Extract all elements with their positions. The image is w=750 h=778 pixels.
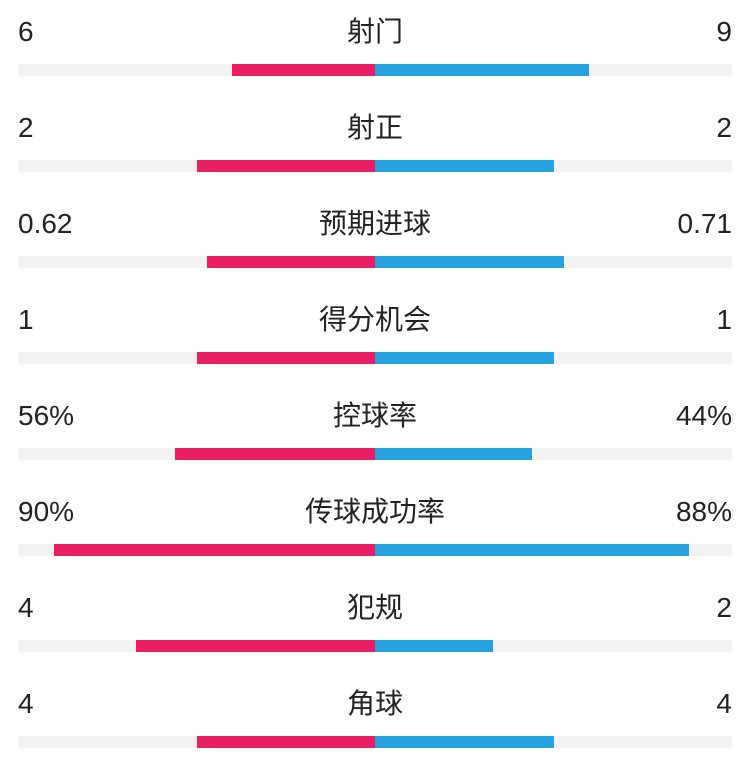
stat-row: 56%控球率44% [18,394,732,460]
stat-title: 犯规 [78,586,672,626]
stat-bar-right-half [375,352,732,364]
stat-bar-left-half [18,448,375,460]
stat-labels: 2射正2 [18,106,732,146]
stat-bar-right-half [375,160,732,172]
stat-right-value: 4 [672,688,732,720]
stat-labels: 4角球4 [18,682,732,722]
stat-bar-left-half [18,544,375,556]
stat-left-value: 0.62 [18,208,78,240]
stat-left-value: 1 [18,304,78,336]
stat-bar-left-half [18,256,375,268]
stat-labels: 6射门9 [18,10,732,50]
stat-bar-track [18,256,732,268]
stat-bar-left-half [18,64,375,76]
stat-left-value: 4 [18,688,78,720]
stat-title: 角球 [78,682,672,722]
stat-bar-right-fill [375,352,554,364]
stat-right-value: 2 [672,112,732,144]
stat-labels: 90%传球成功率88% [18,490,732,530]
stat-labels: 4犯规2 [18,586,732,626]
stat-right-value: 88% [672,496,732,528]
stat-left-value: 90% [18,496,78,528]
stat-bar-left-half [18,640,375,652]
stat-bar-track [18,352,732,364]
stat-row: 4犯规2 [18,586,732,652]
stat-bar-right-fill [375,544,689,556]
stat-row: 1得分机会1 [18,298,732,364]
stat-bar-track [18,544,732,556]
stat-bar-right-half [375,448,732,460]
stat-left-value: 56% [18,400,78,432]
stat-bar-track [18,640,732,652]
stat-title: 控球率 [78,394,672,434]
stat-bar-track [18,64,732,76]
stat-bar-left-fill [197,736,376,748]
stat-bar-right-fill [375,736,554,748]
stat-title: 传球成功率 [78,490,672,530]
stat-labels: 0.62预期进球0.71 [18,202,732,242]
stat-bar-left-half [18,160,375,172]
stat-bar-right-fill [375,64,589,76]
stat-bar-left-fill [175,448,375,460]
stat-left-value: 6 [18,16,78,48]
stat-bar-right-fill [375,640,493,652]
stat-title: 射门 [78,10,672,50]
stat-bar-left-half [18,352,375,364]
stat-title: 预期进球 [78,202,672,242]
stat-labels: 1得分机会1 [18,298,732,338]
stat-bar-left-half [18,736,375,748]
stat-bar-right-half [375,544,732,556]
stat-bar-track [18,736,732,748]
stat-row: 6射门9 [18,10,732,76]
stat-row: 4角球4 [18,682,732,748]
stat-bar-left-fill [207,256,375,268]
stat-bar-right-half [375,640,732,652]
stat-bar-left-fill [197,352,376,364]
stat-right-value: 9 [672,16,732,48]
stat-row: 0.62预期进球0.71 [18,202,732,268]
stat-right-value: 2 [672,592,732,624]
stat-right-value: 0.71 [672,208,732,240]
stat-bar-right-half [375,64,732,76]
stat-left-value: 4 [18,592,78,624]
stat-labels: 56%控球率44% [18,394,732,434]
stat-right-value: 1 [672,304,732,336]
stat-bar-left-fill [197,160,376,172]
stat-bar-right-half [375,736,732,748]
stat-bar-left-fill [232,64,375,76]
stat-left-value: 2 [18,112,78,144]
stat-bar-right-fill [375,160,554,172]
match-stats-chart: 6射门92射正20.62预期进球0.711得分机会156%控球率44%90%传球… [18,10,732,748]
stat-bar-track [18,160,732,172]
stat-row: 90%传球成功率88% [18,490,732,556]
stat-right-value: 44% [672,400,732,432]
stat-bar-right-fill [375,256,564,268]
stat-row: 2射正2 [18,106,732,172]
stat-title: 得分机会 [78,298,672,338]
stat-bar-left-fill [54,544,375,556]
stat-title: 射正 [78,106,672,146]
stat-bar-track [18,448,732,460]
stat-bar-left-fill [136,640,375,652]
stat-bar-right-half [375,256,732,268]
stat-bar-right-fill [375,448,532,460]
